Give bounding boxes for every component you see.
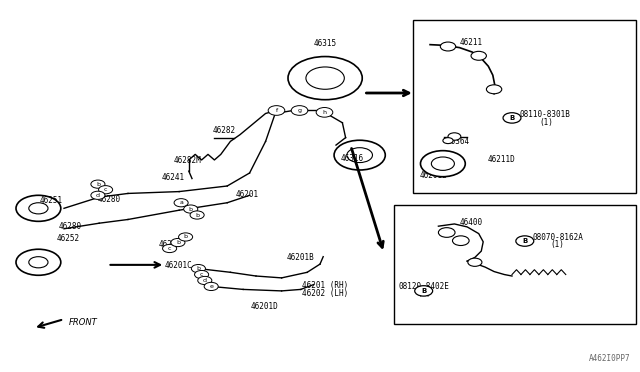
Text: 46201: 46201	[236, 190, 259, 199]
Circle shape	[204, 282, 218, 291]
Text: (1): (1)	[539, 118, 553, 126]
Circle shape	[91, 191, 105, 199]
Text: 08110-8301B: 08110-8301B	[520, 110, 570, 119]
Text: b: b	[189, 206, 193, 212]
Text: 46201 (RH): 46201 (RH)	[302, 281, 348, 290]
Circle shape	[334, 140, 385, 170]
Text: 08120-8402E: 08120-8402E	[398, 282, 449, 291]
Text: d: d	[203, 278, 207, 283]
Circle shape	[29, 203, 48, 214]
Text: 46364: 46364	[447, 137, 470, 146]
Text: b: b	[184, 234, 188, 240]
Circle shape	[468, 258, 482, 266]
Circle shape	[440, 42, 456, 51]
Text: 46315: 46315	[314, 39, 337, 48]
Text: 46251: 46251	[40, 196, 63, 205]
Text: 46211: 46211	[460, 38, 483, 47]
Circle shape	[29, 257, 48, 268]
Text: 08070-8162A: 08070-8162A	[532, 233, 583, 242]
Circle shape	[452, 236, 469, 246]
Circle shape	[198, 276, 212, 285]
Text: 46250: 46250	[159, 240, 182, 249]
Text: c: c	[168, 246, 172, 251]
Text: B: B	[509, 115, 515, 121]
Text: 46280: 46280	[97, 195, 120, 203]
Circle shape	[420, 151, 465, 177]
Text: 46201B: 46201B	[419, 171, 447, 180]
Bar	[394, 205, 636, 324]
Circle shape	[171, 238, 185, 247]
Circle shape	[431, 157, 454, 170]
Text: 46280: 46280	[59, 222, 82, 231]
Circle shape	[316, 108, 333, 117]
Circle shape	[438, 228, 455, 237]
Circle shape	[179, 233, 193, 241]
Text: (1): (1)	[550, 240, 564, 249]
Circle shape	[174, 199, 188, 207]
Text: f: f	[275, 108, 278, 113]
Circle shape	[291, 106, 308, 115]
Text: (1): (1)	[417, 289, 431, 298]
Circle shape	[195, 270, 209, 279]
Circle shape	[16, 249, 61, 275]
Text: b: b	[96, 182, 100, 187]
Text: e: e	[209, 284, 213, 289]
Text: 46201C: 46201C	[165, 261, 193, 270]
Circle shape	[306, 67, 344, 89]
Bar	[413, 20, 636, 193]
Text: d: d	[96, 193, 100, 198]
Text: B: B	[522, 238, 527, 244]
Text: 46400: 46400	[460, 218, 483, 227]
Circle shape	[184, 205, 198, 213]
Text: 46202 (LH): 46202 (LH)	[302, 289, 348, 298]
Circle shape	[471, 51, 486, 60]
Circle shape	[443, 138, 453, 144]
Circle shape	[486, 85, 502, 94]
Circle shape	[190, 211, 204, 219]
Circle shape	[16, 195, 61, 221]
Text: a: a	[179, 200, 183, 205]
Text: 46211D: 46211D	[488, 155, 515, 164]
Text: A462I0PP7: A462I0PP7	[589, 354, 630, 363]
Text: b: b	[196, 266, 200, 271]
Circle shape	[91, 180, 105, 188]
Circle shape	[99, 186, 113, 194]
Text: 46252: 46252	[56, 234, 79, 243]
Text: FRONT: FRONT	[69, 318, 98, 327]
Text: 46201D: 46201D	[251, 302, 278, 311]
Circle shape	[288, 57, 362, 100]
Text: 46241: 46241	[161, 173, 184, 182]
Circle shape	[415, 286, 433, 296]
Text: 46282: 46282	[212, 126, 236, 135]
Text: c: c	[200, 272, 204, 277]
Text: c: c	[104, 187, 108, 192]
Circle shape	[268, 106, 285, 115]
Text: B: B	[421, 288, 426, 294]
Text: 46282M: 46282M	[174, 156, 202, 165]
Circle shape	[163, 244, 177, 253]
Circle shape	[448, 133, 461, 140]
Text: b: b	[195, 212, 199, 218]
Text: b: b	[176, 240, 180, 245]
Circle shape	[503, 113, 521, 123]
Circle shape	[191, 264, 205, 273]
Text: g: g	[298, 108, 301, 113]
Text: h: h	[323, 110, 326, 115]
Circle shape	[516, 236, 534, 246]
Text: 46201B: 46201B	[287, 253, 314, 262]
Text: 46316: 46316	[340, 154, 364, 163]
Circle shape	[347, 148, 372, 163]
